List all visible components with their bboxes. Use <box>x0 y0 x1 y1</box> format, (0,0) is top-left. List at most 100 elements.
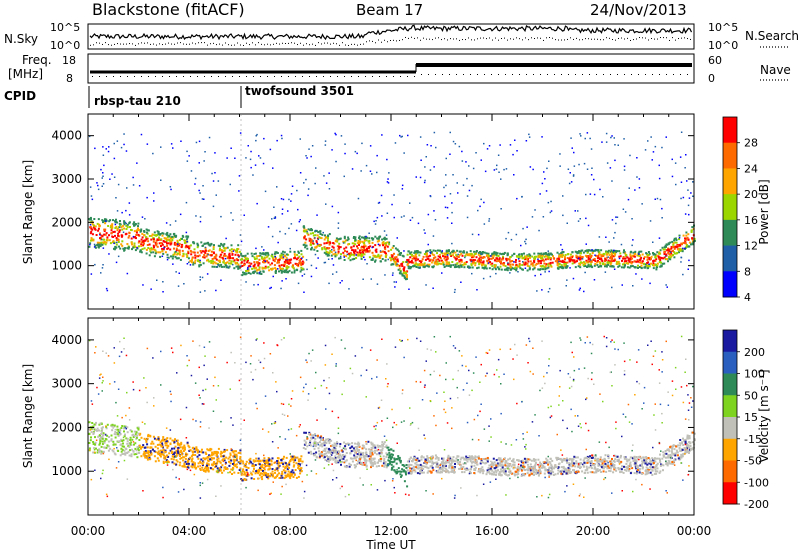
echo-cell <box>651 159 653 161</box>
noise-search-point <box>450 38 451 40</box>
echo-cell <box>495 471 498 474</box>
echo-cell <box>357 239 360 242</box>
echo-cell <box>358 235 361 238</box>
echo-cell <box>125 425 127 428</box>
nave-point <box>603 74 604 75</box>
echo-cell <box>686 244 688 247</box>
echo-cell <box>539 268 541 271</box>
echo-cell <box>336 245 339 248</box>
echo-cell <box>327 440 330 443</box>
noise-search-point <box>477 38 478 40</box>
echo-cell <box>202 185 204 187</box>
echo-cell <box>337 252 340 255</box>
echo-cell <box>379 260 382 263</box>
echo-cell <box>130 228 132 231</box>
echo-cell <box>280 198 283 200</box>
noise-search-point <box>405 36 406 38</box>
echo-cell <box>285 259 288 262</box>
echo-cell <box>309 229 312 232</box>
echo-cell <box>387 250 390 253</box>
echo-cell <box>140 245 143 247</box>
echo-cell <box>526 258 529 261</box>
nave-point <box>176 76 177 77</box>
echo-cell <box>293 257 296 259</box>
echo-cell <box>563 255 566 258</box>
echo-cell <box>604 271 607 273</box>
echo-cell <box>594 457 597 460</box>
nave-point <box>218 76 219 77</box>
echo-cell <box>173 247 175 250</box>
echo-cell <box>448 464 451 467</box>
nave-point <box>260 76 261 77</box>
echo-cell <box>522 465 524 468</box>
echo-cell <box>413 255 416 258</box>
echo-cell <box>604 454 607 457</box>
echo-cell <box>347 252 350 255</box>
echo-cell <box>264 459 267 462</box>
echo-cell <box>349 452 352 455</box>
echo-cell <box>97 184 99 187</box>
echo-cell <box>465 251 468 254</box>
echo-cell <box>202 451 205 454</box>
echo-cell <box>544 252 547 254</box>
echo-cell <box>285 456 288 459</box>
echo-cell <box>254 460 257 463</box>
echo-cell <box>170 242 173 245</box>
echo-cell <box>235 258 238 260</box>
echo-cell <box>655 268 658 271</box>
echo-cell <box>333 242 336 245</box>
echo-cell <box>231 473 233 475</box>
echo-cell <box>330 251 333 254</box>
echo-cell <box>195 215 197 217</box>
echo-cell <box>228 265 231 268</box>
echo-cell <box>647 471 650 474</box>
echo-cell <box>237 259 239 262</box>
echo-cell <box>88 421 91 424</box>
echo-cell <box>230 262 233 265</box>
echo-cell <box>349 447 352 450</box>
echo-cell <box>328 243 331 246</box>
echo-cell <box>460 264 463 267</box>
echo-cell <box>622 256 625 258</box>
echo-cell <box>368 448 371 451</box>
echo-cell <box>344 250 346 252</box>
echo-cell <box>110 224 112 227</box>
echo-cell <box>601 458 604 461</box>
echo-cell <box>309 232 312 235</box>
echo-cell <box>101 185 103 187</box>
echo-cell <box>371 461 374 464</box>
echo-cell <box>457 253 459 256</box>
echo-cell <box>533 255 536 258</box>
echo-cell <box>523 474 526 477</box>
echo-cell <box>571 259 574 262</box>
echo-cell <box>556 465 559 468</box>
echo-cell <box>610 257 612 260</box>
echo-cell <box>303 226 306 229</box>
echo-cell <box>401 273 404 276</box>
echo-cell <box>485 267 488 270</box>
echo-cell <box>688 245 691 248</box>
noise-search-point <box>432 39 433 41</box>
noise-search-point <box>339 44 340 46</box>
echo-cell <box>233 471 236 474</box>
echo-cell <box>492 252 495 255</box>
echo-cell <box>102 183 105 185</box>
echo-cell <box>619 467 622 470</box>
echo-cell <box>286 258 288 261</box>
echo-cell <box>437 258 440 261</box>
echo-cell <box>230 250 233 253</box>
echo-cell <box>405 272 407 274</box>
echo-cell <box>257 255 260 257</box>
echo-cell <box>455 254 458 257</box>
echo-cell <box>285 256 288 259</box>
echo-cell <box>638 469 641 472</box>
echo-cell <box>231 253 234 256</box>
echo-cell <box>532 168 534 171</box>
echo-cell <box>574 210 576 212</box>
echo-cell <box>96 241 99 244</box>
noise-search-point <box>153 43 154 45</box>
echo-cell <box>301 267 304 270</box>
echo-cell <box>115 197 117 199</box>
echo-cell <box>186 150 188 153</box>
echo-cell <box>335 451 338 454</box>
